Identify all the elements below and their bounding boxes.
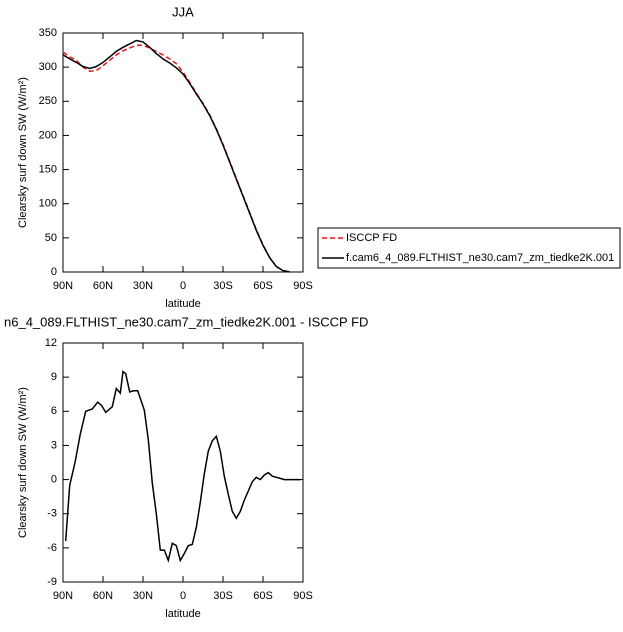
y-tick-label: 6 (51, 405, 57, 417)
legend-box (317, 227, 621, 269)
x-tick-label: 90N (53, 590, 73, 602)
y-tick-label: 0 (51, 266, 57, 278)
x-tick-label: 30S (213, 280, 233, 292)
x-tick-label: 60S (253, 280, 273, 292)
x-tick-label: 30S (213, 590, 233, 602)
y-tick-label: -3 (47, 508, 57, 520)
plot-frame (62, 32, 304, 273)
x-tick-label: 30N (133, 590, 153, 602)
y-tick-label: 150 (39, 163, 57, 175)
plot-frame (62, 342, 304, 583)
chart-title: JJA (172, 4, 194, 19)
x-tick-label: 90N (53, 280, 73, 292)
y-tick-label: 3 (51, 439, 57, 451)
y-tick-label: -6 (47, 542, 57, 554)
data-line (62, 44, 290, 273)
x-axis-label: latitude (165, 298, 200, 310)
x-tick-label: 60S (253, 590, 273, 602)
y-axis-label: Clearsky surf down SW (W/m²) (17, 387, 29, 538)
data-line (64, 370, 301, 563)
y-tick-label: 9 (51, 371, 57, 383)
x-tick-label: 90S (293, 280, 313, 292)
x-axis-label: latitude (165, 608, 200, 620)
y-tick-label: 350 (39, 27, 57, 39)
x-tick-label: 0 (180, 280, 186, 292)
y-tick-label: 12 (45, 337, 57, 349)
x-tick-label: 90S (293, 590, 313, 602)
y-tick-label: 50 (45, 232, 57, 244)
y-axis-label: Clearsky surf down SW (W/m²) (17, 77, 29, 228)
x-tick-label: 30N (133, 280, 153, 292)
data-line (62, 39, 290, 273)
y-tick-label: 100 (39, 198, 57, 210)
chart-title: n6_4_089.FLTHIST_ne30.cam7_zm_tiedke2K.0… (4, 314, 368, 329)
legend-label: f.cam6_4_089.FLTHIST_ne30.cam7_zm_tiedke… (346, 252, 614, 264)
legend-label: ISCCP FD (346, 232, 397, 244)
y-tick-label: 0 (51, 473, 57, 485)
y-tick-label: -9 (47, 576, 57, 588)
y-tick-label: 250 (39, 95, 57, 107)
x-tick-label: 0 (180, 590, 186, 602)
x-tick-label: 60N (93, 280, 113, 292)
y-tick-label: 300 (39, 61, 57, 73)
y-tick-label: 200 (39, 129, 57, 141)
x-tick-label: 60N (93, 590, 113, 602)
